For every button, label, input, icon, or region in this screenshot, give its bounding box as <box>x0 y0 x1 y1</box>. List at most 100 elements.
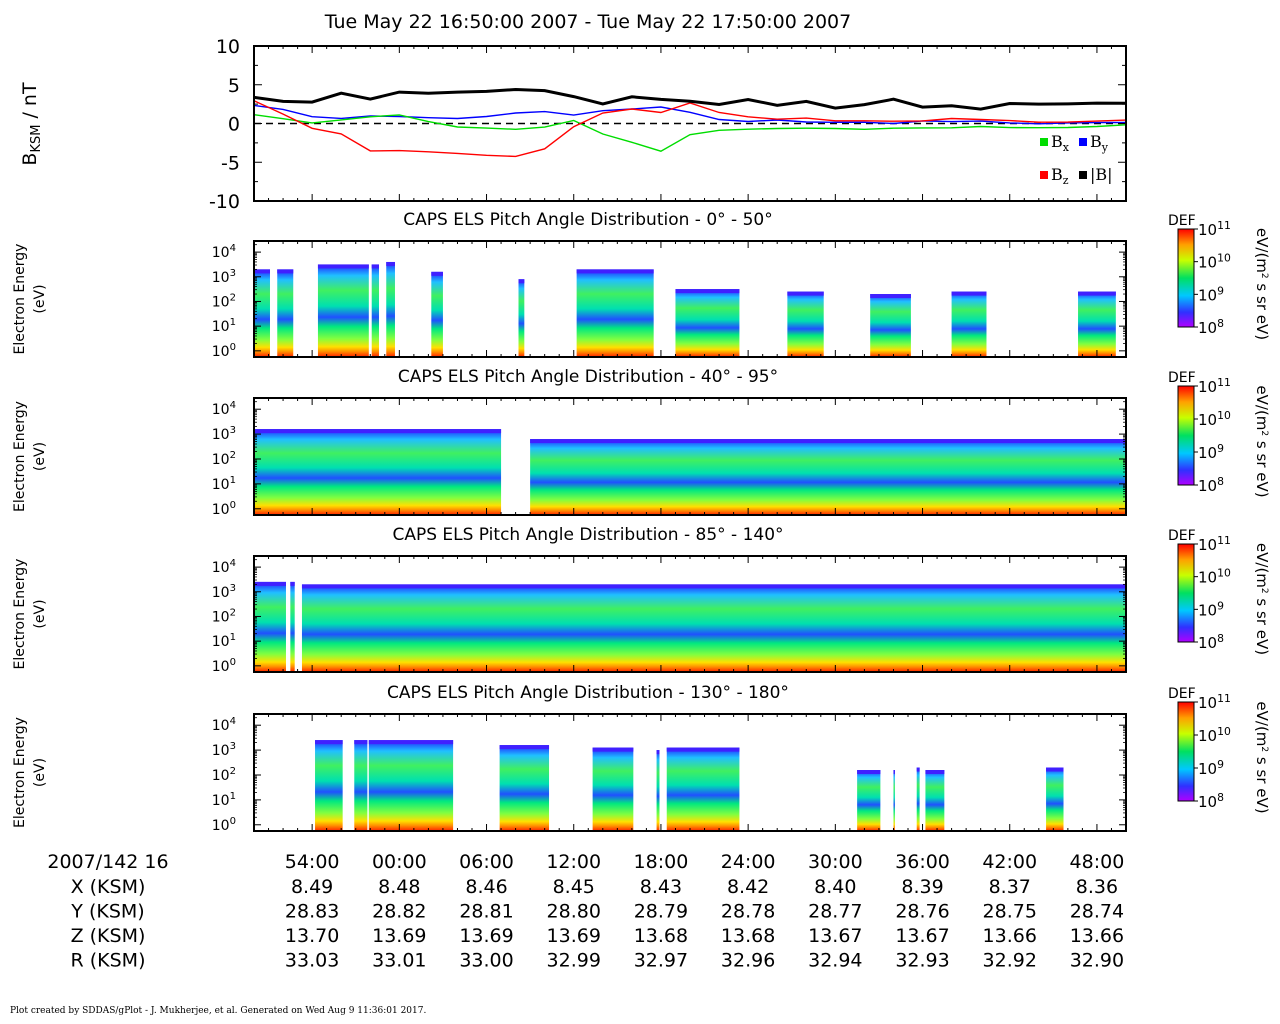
colorbar-unit: eV/(m2 s sr eV) <box>1253 228 1271 340</box>
spectrogram-edge <box>1078 291 1116 296</box>
y-tick-label: 100 <box>212 657 236 675</box>
spectrogram-block <box>787 291 824 357</box>
ephemeris-value: 13.66 <box>1070 925 1124 947</box>
y-tick-label: 100 <box>212 342 236 360</box>
y-tick-label: 100 <box>212 500 236 518</box>
time-tick-label: 36:00 <box>895 851 950 873</box>
colorbar-tick-label: 1010 <box>1198 409 1231 429</box>
spectrogram-block <box>530 439 1126 515</box>
colorbar-4: DEF 1011 1010 109 108 eV/(m2 s sr eV) <box>1168 686 1271 814</box>
spectrogram-edge <box>951 291 987 296</box>
els-yunit: (eV) <box>32 284 48 313</box>
ephemeris-value: 28.79 <box>634 901 688 923</box>
series-btot <box>253 87 1127 111</box>
ephemeris-value: 33.03 <box>285 950 339 972</box>
colorbar-tick-label: 1010 <box>1198 725 1231 745</box>
spectrogram-block <box>254 269 270 357</box>
spectrogram-edge <box>592 747 634 752</box>
spectrogram-block <box>290 581 295 672</box>
spectrogram-block <box>499 745 550 831</box>
ephemeris-row-label: Y (KSM) <box>70 901 144 923</box>
colorbar-unit: eV/(m2 s sr eV) <box>1253 543 1271 655</box>
ephemeris-value: 8.37 <box>989 876 1031 898</box>
ephemeris-value: 28.77 <box>808 901 862 923</box>
spectrogram-edge <box>431 271 443 276</box>
y-tick-label: -10 <box>209 191 240 213</box>
spectrogram-block <box>254 581 286 672</box>
colorbar-tick-label: 109 <box>1198 758 1224 778</box>
ephemeris-value: 32.96 <box>721 950 775 972</box>
spectrogram-edge <box>666 747 740 752</box>
time-tick-label: 12:00 <box>546 851 601 873</box>
spectrogram-edge <box>857 770 881 775</box>
els-ylabel: Electron Energy <box>12 401 28 512</box>
ephemeris-value: 8.45 <box>553 876 595 898</box>
y-tick-label: 102 <box>212 450 236 468</box>
spectrogram-block <box>925 770 945 831</box>
legend-swatch-bx <box>1040 138 1048 146</box>
colorbar-scale <box>1177 543 1195 643</box>
y-tick-label: 104 <box>212 558 236 576</box>
ephemeris-value: 33.01 <box>372 950 426 972</box>
y-tick-label: 103 <box>212 268 236 286</box>
spectrogram-edge <box>1046 767 1064 772</box>
spectrogram-block <box>301 584 1127 672</box>
time-tick-label: 06:00 <box>459 851 514 873</box>
y-tick-label: 102 <box>212 292 236 310</box>
ephemeris-row-label: R (KSM) <box>71 950 146 972</box>
spectrogram-block <box>386 261 395 357</box>
ephemeris-value: 8.49 <box>291 876 333 898</box>
spectrogram-block <box>1078 291 1116 357</box>
ephemeris-value: 8.48 <box>378 876 420 898</box>
colorbar-tick-label: 109 <box>1198 599 1224 619</box>
spectrogram-edge <box>254 269 270 274</box>
spectrogram-block <box>315 740 343 831</box>
ephemeris-value: 13.69 <box>459 925 513 947</box>
ephemeris-value: 13.70 <box>285 925 339 947</box>
spectrogram-edge <box>317 264 369 269</box>
ephemeris-value: 8.40 <box>814 876 856 898</box>
spectrogram-block <box>656 750 660 831</box>
spectrogram-edge <box>499 745 550 750</box>
ephemeris-value: 8.36 <box>1076 876 1118 898</box>
spectrogram-edge <box>893 770 895 775</box>
colorbar-1: DEF 1011 1010 109 108 eV/(m2 s sr eV) <box>1168 213 1271 340</box>
y-tick-label: 101 <box>212 791 236 809</box>
colorbar-2: DEF 1011 1010 109 108 eV/(m2 s sr eV) <box>1168 370 1271 498</box>
spectrogram-edge <box>354 740 368 745</box>
els-title: CAPS ELS Pitch Angle Distribution - 130°… <box>387 683 789 703</box>
spectrogram-edge <box>675 289 740 294</box>
y-tick-label: 5 <box>228 75 240 97</box>
time-tick-label: 30:00 <box>808 851 863 873</box>
els-ylabel: Electron Energy <box>12 244 28 355</box>
y-tick-label: 101 <box>212 632 236 650</box>
y-tick-label: 104 <box>212 400 236 418</box>
y-tick-label: 102 <box>212 607 236 625</box>
spectrogram-block <box>951 291 987 357</box>
spectrogram-block <box>916 767 920 831</box>
legend-swatch-by <box>1079 138 1087 146</box>
colorbar-label: DEF <box>1168 528 1196 544</box>
spectrogram-block <box>317 264 369 357</box>
y-tick-label: 103 <box>212 741 236 759</box>
y-tick-label: 102 <box>212 766 236 784</box>
ephemeris-value: 28.75 <box>983 901 1037 923</box>
els-panel-4: 100 101 102 103 104 CAPS ELS Pitch Angle Dist… <box>12 683 1127 834</box>
spectrogram-block <box>354 740 368 831</box>
colorbar-tick-label: 109 <box>1198 442 1224 462</box>
spectrogram-edge <box>656 750 660 755</box>
ephemeris-value: 28.81 <box>459 901 513 923</box>
colorbar-scale <box>1177 228 1195 328</box>
ephemeris-value: 32.90 <box>1070 950 1124 972</box>
colorbar-tick-label: 1011 <box>1198 219 1231 239</box>
els-title: CAPS ELS Pitch Angle Distribution - 40° … <box>398 367 778 387</box>
spectrogram-edge <box>290 581 295 586</box>
ephemeris-value: 13.68 <box>634 925 688 947</box>
y-tick-label: 0 <box>228 114 240 136</box>
ephemeris-value: 13.69 <box>372 925 426 947</box>
series-by <box>253 104 1127 125</box>
els-title: CAPS ELS Pitch Angle Distribution - 0° -… <box>403 210 772 230</box>
spectrogram-block <box>1046 767 1064 831</box>
spectrogram-edge <box>386 261 395 266</box>
els-ylabel: Electron Energy <box>12 559 28 670</box>
